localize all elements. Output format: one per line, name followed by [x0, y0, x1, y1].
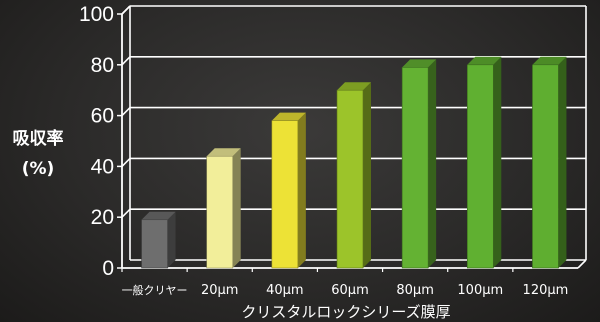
- gridline-depth-tick: [121, 107, 131, 117]
- bar: [401, 59, 437, 269]
- y-axis-ticks: 0 20 40 60 80 100: [79, 3, 114, 280]
- bar-top: [271, 112, 306, 121]
- gridline-depth-tick: [121, 157, 131, 167]
- x-axis-label: クリスタルロックシリーズ膜厚: [241, 303, 450, 321]
- x-tick-label: 120μm: [523, 283, 569, 298]
- bar-front: [336, 89, 364, 269]
- bar-side: [493, 56, 502, 268]
- bar-front: [466, 64, 494, 269]
- bar-side: [167, 211, 176, 268]
- top-depth-edge: [121, 5, 131, 15]
- bar-side: [428, 59, 437, 269]
- bar-top: [206, 148, 241, 157]
- x-tick-label: 一般クリヤー: [122, 284, 188, 297]
- y-tick-label: 80: [91, 54, 114, 77]
- gridline-depth-tick: [121, 208, 131, 218]
- bar: [532, 56, 567, 269]
- bar-top: [467, 56, 502, 65]
- y-axis-label: 吸収率: [13, 128, 64, 149]
- bar-front: [206, 155, 234, 269]
- gridline-depth-tick: [121, 56, 131, 66]
- x-tick-label: 100μm: [457, 283, 503, 298]
- bar-front: [401, 67, 429, 269]
- bar-front: [271, 120, 299, 269]
- bar-side: [558, 56, 567, 268]
- x-tick-label: 60μm: [331, 283, 368, 298]
- bar-top: [337, 82, 371, 91]
- y-axis-unit: (%): [22, 159, 55, 179]
- bar-top: [532, 56, 567, 65]
- bar: [141, 211, 176, 269]
- x-tick-label: 40μm: [266, 283, 303, 298]
- bar-top: [402, 59, 437, 68]
- bar: [271, 112, 306, 269]
- x-tick-label: 80μm: [396, 283, 433, 298]
- x-tick-label: 20μm: [201, 283, 238, 298]
- bar-side: [363, 82, 371, 268]
- bar-top: [141, 211, 176, 220]
- bar-side: [232, 148, 241, 268]
- floor-right-edge: [577, 259, 587, 269]
- bar: [336, 82, 371, 269]
- x-axis-ticks: 一般クリヤー 20μm 40μm 60μm 80μm 100μm 120μm: [122, 283, 569, 298]
- bar-side: [297, 112, 306, 269]
- bar-front: [532, 64, 559, 269]
- bar-front: [141, 219, 168, 269]
- y-tick-label: 20: [91, 206, 114, 229]
- y-tick-label: 0: [102, 257, 114, 280]
- y-tick-label: 40: [91, 155, 114, 178]
- bar: [466, 56, 502, 269]
- bar: [206, 148, 241, 269]
- y-tick-label: 100: [79, 3, 114, 26]
- y-tick-label: 60: [91, 105, 114, 128]
- chart-bars: [141, 56, 567, 269]
